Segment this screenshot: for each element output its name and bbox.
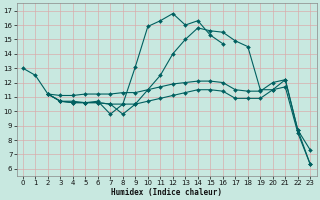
X-axis label: Humidex (Indice chaleur): Humidex (Indice chaleur) (111, 188, 222, 197)
